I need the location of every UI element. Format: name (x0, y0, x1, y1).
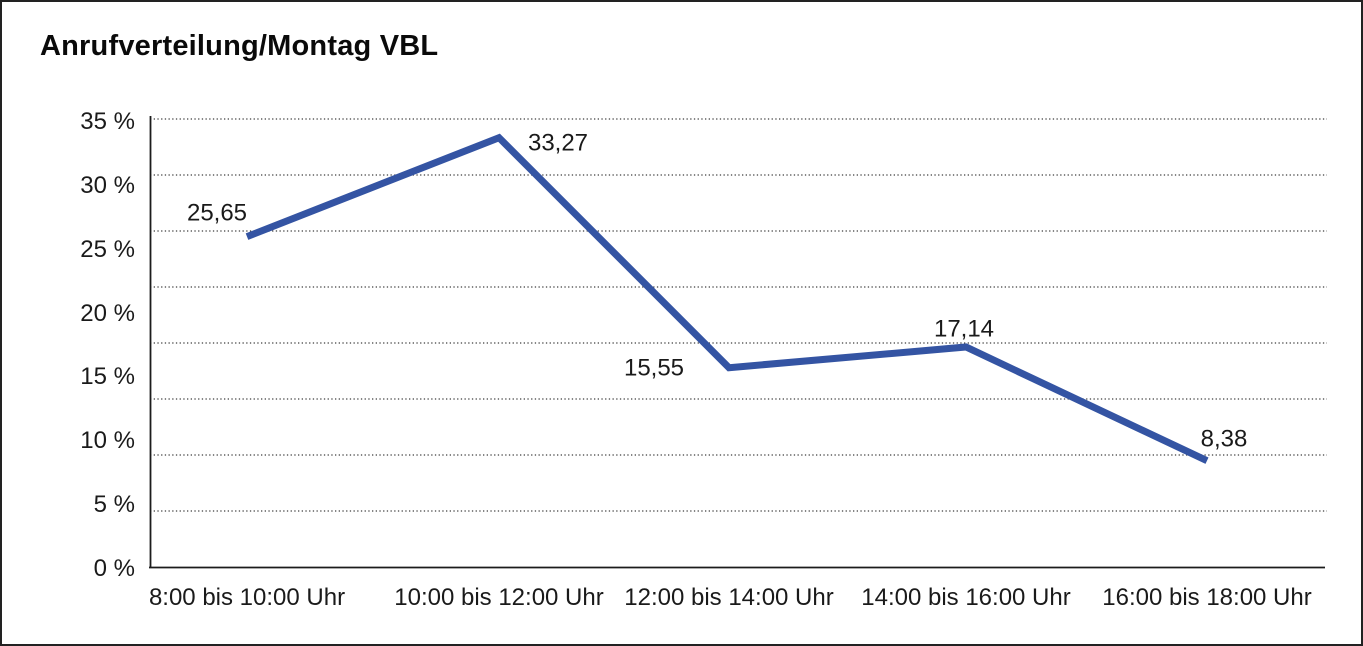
x-axis-tick-label: 14:00 bis 16:00 Uhr (861, 584, 1071, 611)
series-polyline (245, 133, 1209, 464)
axes (149, 116, 1325, 569)
chart-title: Anrufverteilung/Montag VBL (40, 30, 439, 62)
data-value-label: 25,65 (186, 199, 248, 227)
y-axis-tick-label: 25 % (80, 235, 135, 263)
gridlines (150, 118, 1327, 512)
x-axis-tick-label: 12:00 bis 14:00 Uhr (624, 584, 834, 611)
y-axis-tick-label: 5 % (93, 491, 135, 519)
y-axis-tick-label: 20 % (80, 299, 135, 327)
x-axis-tick-label: 8:00 bis 10:00 Uhr (148, 584, 346, 611)
x-axis-tick-label: 16:00 bis 18:00 Uhr (1102, 584, 1312, 611)
x-axis-tick-label: 10:00 bis 12:00 Uhr (394, 584, 604, 611)
data-value-label: 17,14 (933, 315, 995, 343)
y-axis-tick-label: 10 % (80, 427, 135, 455)
y-axis-tick-label: 0 % (93, 555, 135, 582)
y-axis-tick-label: 15 % (80, 363, 135, 391)
data-value-label: 33,27 (527, 129, 589, 157)
data-value-label: 8,38 (1200, 425, 1248, 453)
data-series-line (245, 133, 1209, 464)
data-value-label: 15,55 (623, 354, 685, 382)
y-axis-tick-label: 35 % (80, 107, 135, 135)
y-axis-tick-label: 30 % (80, 171, 135, 199)
